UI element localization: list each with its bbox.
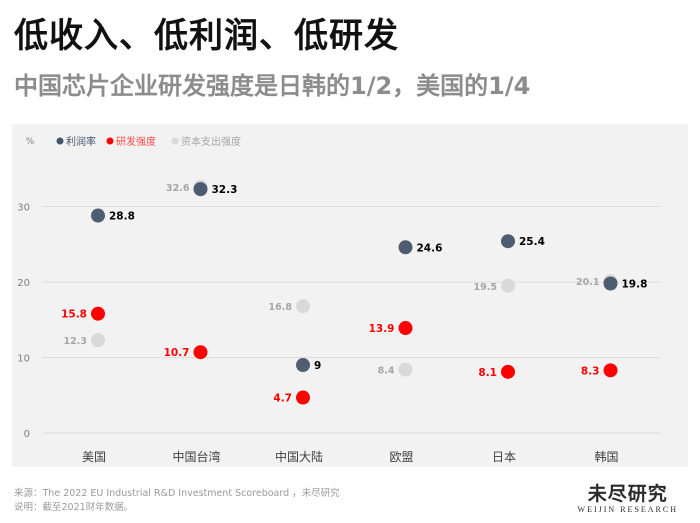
y-tick-label: 10 <box>17 354 30 365</box>
profit-data-label: 32.3 <box>212 184 238 196</box>
profit-point <box>296 358 310 373</box>
y-tick-label: 20 <box>17 278 30 289</box>
capex-point <box>398 362 413 377</box>
logo-en-text: WEIJIN RESEARCH <box>577 505 678 514</box>
profit-data-label: 24.6 <box>417 242 443 254</box>
brand-logo: 未尽研究 WEIJIN RESEARCH <box>578 483 678 515</box>
rd-data-label: 8.1 <box>478 367 497 379</box>
rd-data-label: 8.3 <box>581 365 600 377</box>
page-title: 低收入、低利润、低研发 <box>14 16 399 56</box>
legend-label: 研发强度 <box>116 135 156 148</box>
chart-panel: 0 10 20 30% 利润率 研发强度 资本支出强度美国 中国台湾 中国大陆 欧盟 日本 韩国 12.… <box>12 124 688 467</box>
rd-data-label: 13.9 <box>369 323 395 335</box>
profit-data-label: 25.4 <box>519 236 545 248</box>
profit-point <box>603 276 618 291</box>
x-category-label: 日本 <box>492 450 516 464</box>
capex-point <box>91 333 105 348</box>
profit-data-label: 9 <box>314 360 321 372</box>
rd-point <box>603 363 618 378</box>
x-category-label: 欧盟 <box>389 450 413 464</box>
profit-data-label: 28.8 <box>109 211 135 223</box>
rd-data-label: 15.8 <box>61 309 87 321</box>
y-tick-label: 0 <box>24 429 30 440</box>
x-category-label: 美国 <box>82 450 106 464</box>
footer: 来源：The 2022 EU Industrial R&D Investment… <box>14 487 340 515</box>
legend-marker <box>171 137 179 145</box>
rd-data-label: 4.7 <box>273 393 292 405</box>
capex-data-label: 32.6 <box>166 183 190 194</box>
capex-point <box>296 299 310 314</box>
rd-point <box>91 306 105 321</box>
legend-marker <box>106 137 114 145</box>
rd-point <box>296 390 310 405</box>
rd-point <box>501 364 515 379</box>
profit-point <box>501 234 515 249</box>
y-tick-label: 30 <box>17 203 30 214</box>
profit-point <box>193 182 208 197</box>
y-unit-label: % <box>26 137 35 147</box>
capex-point <box>501 278 515 293</box>
capex-data-label: 20.1 <box>576 277 599 288</box>
x-category-label: 韩国 <box>594 449 618 464</box>
capex-data-label: 16.8 <box>269 302 293 313</box>
rd-data-label: 10.7 <box>164 347 190 359</box>
x-category-label: 中国大陆 <box>275 449 323 464</box>
data-note: 说明：截至2021财年数据。 <box>14 502 134 513</box>
profit-point <box>91 208 105 223</box>
legend-label: 利润率 <box>66 135 96 148</box>
legend-label: 资本支出强度 <box>181 135 241 148</box>
capex-data-label: 8.4 <box>378 366 395 377</box>
logo-cn-text: 未尽研究 <box>587 483 668 505</box>
rd-point <box>193 345 208 360</box>
profit-data-label: 19.8 <box>622 279 648 291</box>
legend-marker <box>56 137 64 145</box>
profit-point <box>398 240 413 255</box>
x-category-label: 中国台湾 <box>172 449 220 464</box>
source-note: 来源：The 2022 EU Industrial R&D Investment… <box>14 488 340 499</box>
capex-data-label: 19.5 <box>474 282 497 293</box>
page-subtitle: 中国芯片企业研发强度是日韩的1/2，美国的1/4 <box>14 72 531 100</box>
capex-data-label: 12.3 <box>64 336 87 347</box>
rd-point <box>398 321 413 336</box>
